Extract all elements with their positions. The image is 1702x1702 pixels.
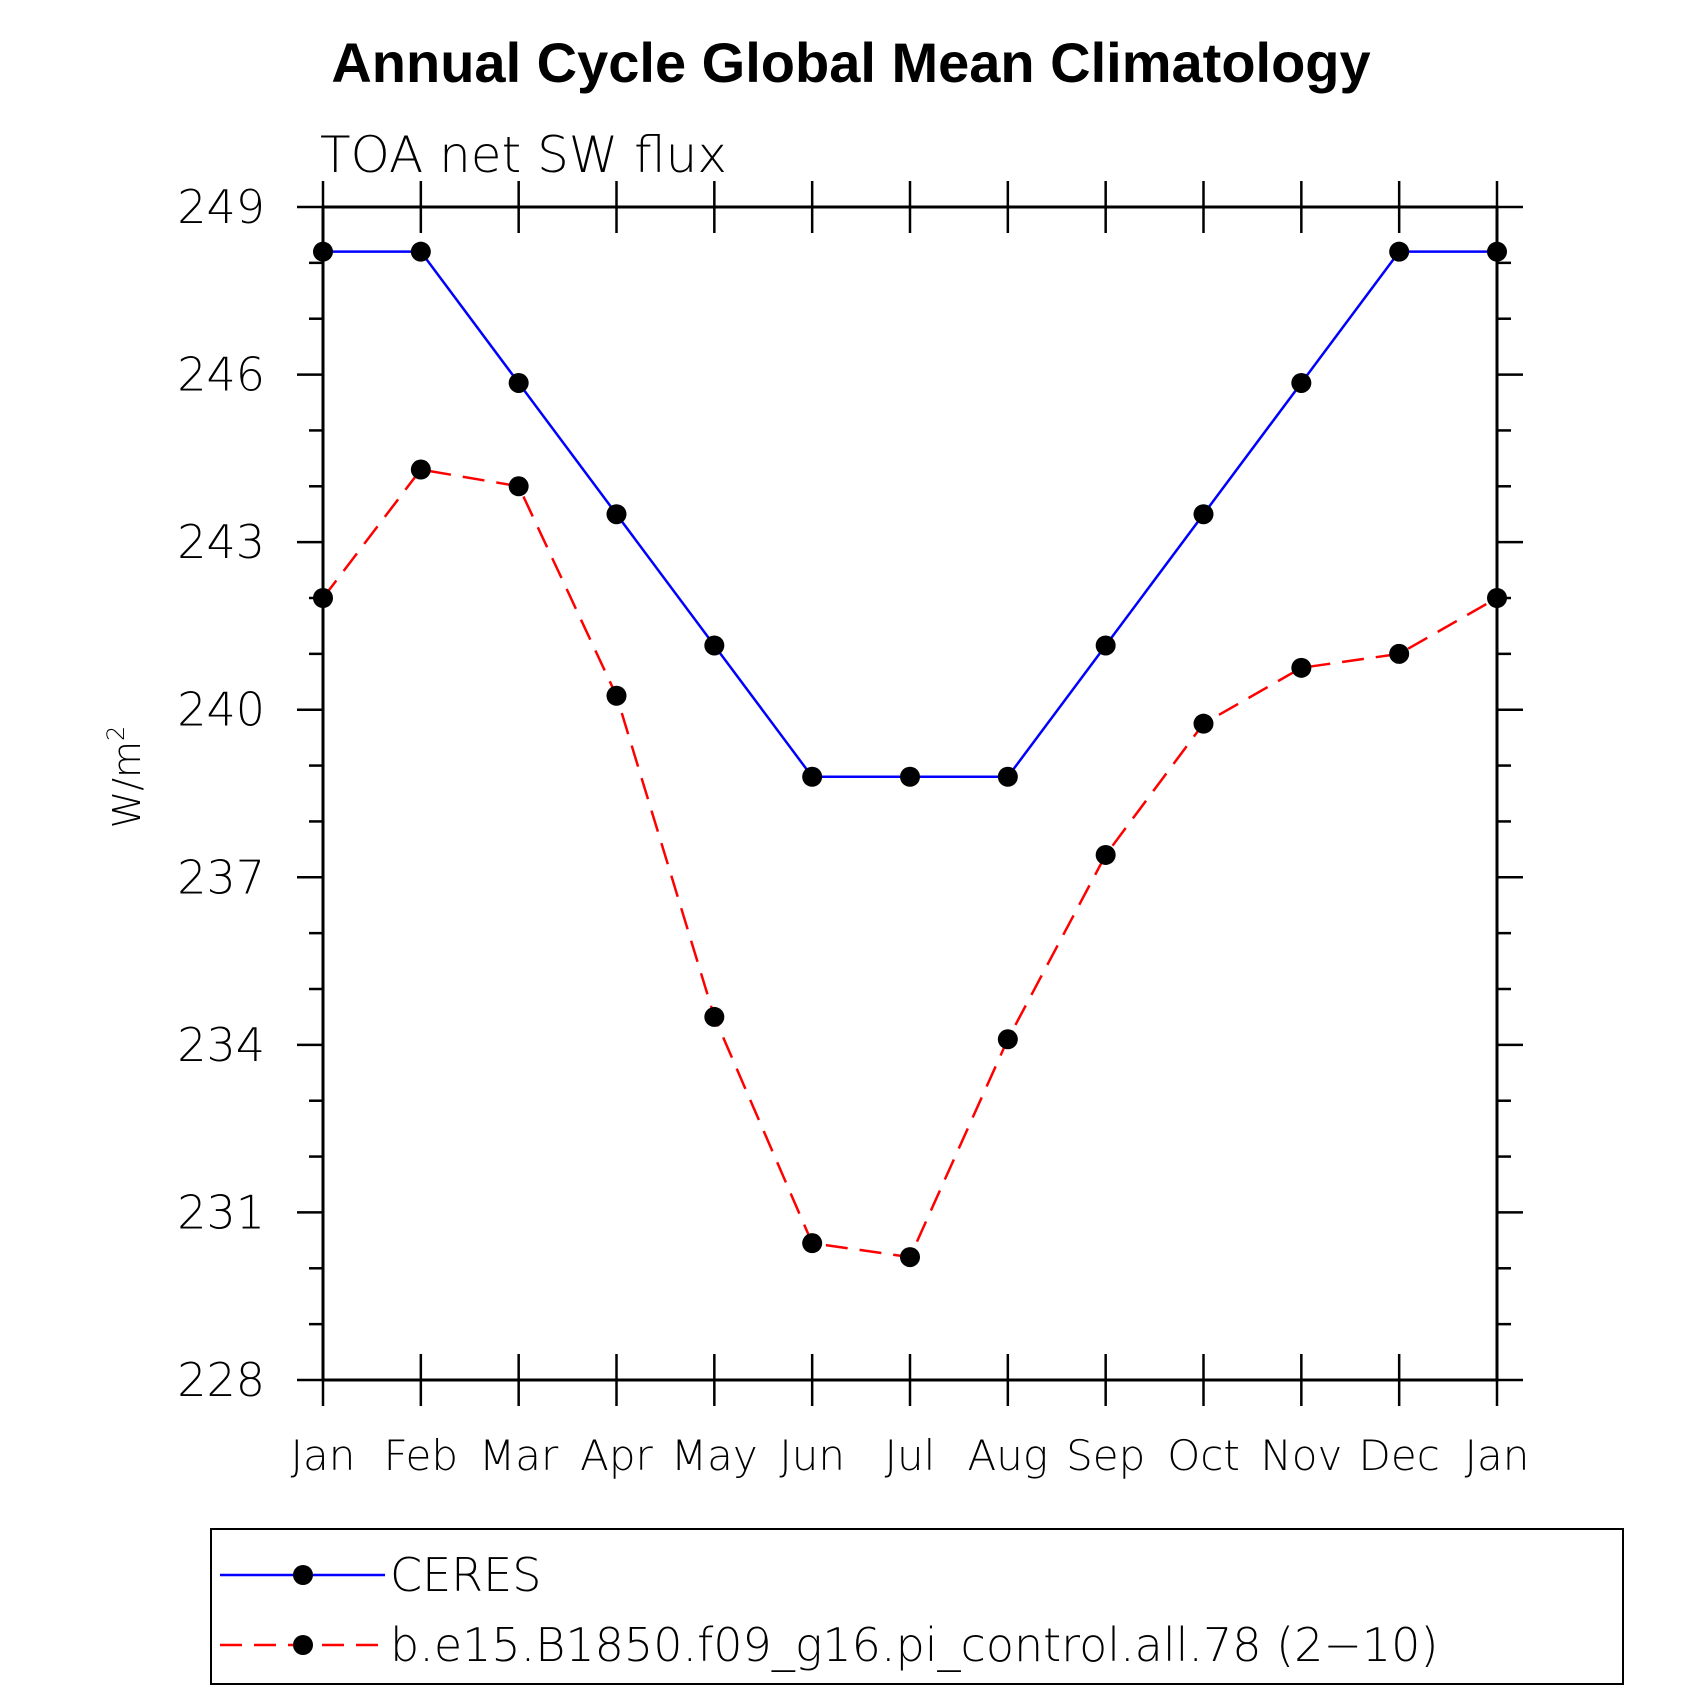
series-1-point xyxy=(1095,844,1116,865)
x-tick-label: Jul xyxy=(885,1431,936,1480)
x-tick-label: Oct xyxy=(1167,1431,1240,1480)
plot-axes: 228 231 234 237 240 243 246 249 Jan Feb Mar Apr May J… xyxy=(177,180,1529,1480)
series-0-point xyxy=(410,241,431,262)
x-tick-label: Dec xyxy=(1359,1431,1440,1480)
x-tick-label: Feb xyxy=(384,1431,458,1480)
y-tick-label: 231 xyxy=(177,1185,265,1239)
series-0-point xyxy=(704,635,725,656)
series-1-point xyxy=(997,1029,1018,1050)
series-1-point xyxy=(1389,643,1410,664)
y-tick-label: 228 xyxy=(177,1353,265,1407)
series-1-point xyxy=(313,588,333,608)
y-axis-label-base: W/m xyxy=(105,741,149,828)
series-0-point xyxy=(1095,635,1116,656)
legend-marker-1 xyxy=(293,1635,313,1655)
x-tick-label: Jan xyxy=(291,1431,356,1480)
legend: CERES b.e15.B1850.f09_g16.pi_control.all.… xyxy=(210,1528,1624,1685)
y-tick-label: 243 xyxy=(177,515,265,569)
series-1-point xyxy=(1193,713,1214,734)
y-axis-label: W/m2 xyxy=(102,726,149,829)
series-1-point xyxy=(606,685,627,706)
series-0-point xyxy=(1389,241,1410,262)
series-0-point xyxy=(1193,504,1214,525)
x-tick-label: Sep xyxy=(1066,1431,1145,1480)
series-0-point xyxy=(997,766,1018,787)
plot-frame xyxy=(321,205,1499,1382)
series-0-point xyxy=(606,504,627,525)
y-axis-label-sup: 2 xyxy=(102,726,130,741)
series-1-point xyxy=(508,476,529,497)
series-line-0 xyxy=(323,250,1497,778)
legend-marker-0 xyxy=(293,1565,313,1585)
x-tick-label: Apr xyxy=(580,1431,653,1480)
series-1-point xyxy=(704,1006,725,1027)
x-tick-label: Nov xyxy=(1260,1431,1342,1480)
series-1-point xyxy=(1487,588,1507,608)
series-line-1 xyxy=(322,468,1498,1259)
series-0-point xyxy=(508,372,529,393)
x-tick-label: Mar xyxy=(479,1431,559,1480)
series-0-point xyxy=(1291,372,1312,393)
series-1-point xyxy=(802,1233,823,1254)
series-1-point xyxy=(1291,657,1312,678)
x-tick-label: Jun xyxy=(779,1431,845,1480)
series-0-point xyxy=(802,766,823,787)
chart-title: Annual Cycle Global Mean Climatology xyxy=(331,31,1370,94)
legend-label-1: b.e15.B1850.f09_g16.pi_control.all.78 (2… xyxy=(390,1618,1438,1672)
y-tick-label: 249 xyxy=(177,180,265,234)
series-1-point xyxy=(900,1247,920,1268)
legend-box xyxy=(210,1528,1624,1685)
series-layer xyxy=(313,241,1507,1268)
chart-subtitle: TOA net SW flux xyxy=(320,126,727,184)
y-tick-label: 246 xyxy=(177,348,265,402)
series-0-point xyxy=(900,766,920,787)
series-0-point xyxy=(1487,241,1507,262)
x-tick-label: Jan xyxy=(1465,1431,1530,1480)
series-0-point xyxy=(313,241,333,262)
x-tick-label: May xyxy=(671,1431,758,1480)
legend-label-0: CERES xyxy=(390,1548,541,1602)
y-tick-label: 234 xyxy=(177,1018,265,1072)
x-tick-label: Aug xyxy=(968,1431,1049,1480)
series-1-point xyxy=(410,459,431,480)
y-tick-label: 240 xyxy=(177,683,265,737)
y-tick-label: 237 xyxy=(177,850,265,904)
